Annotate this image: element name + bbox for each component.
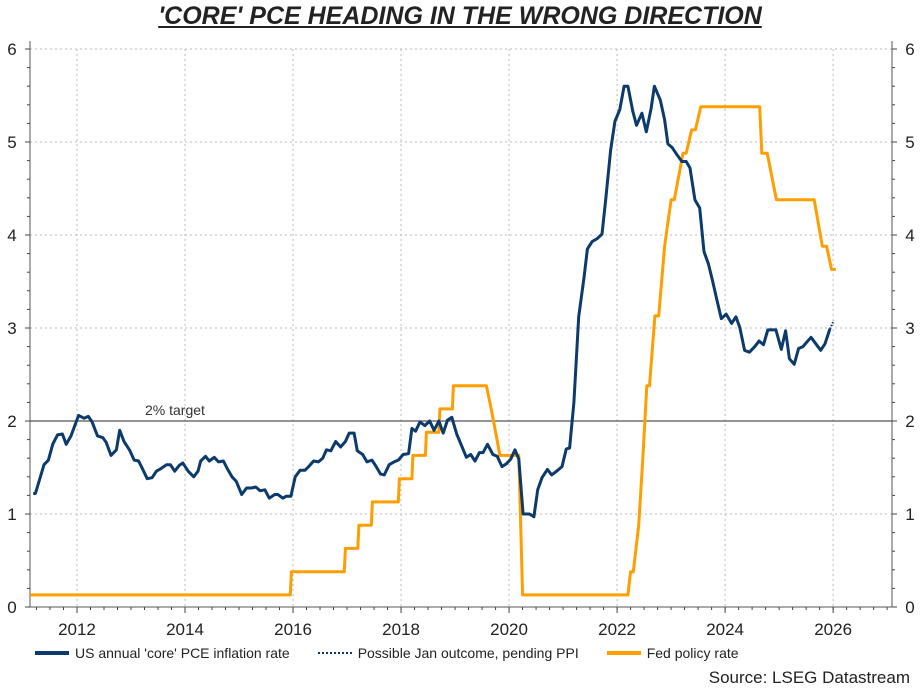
legend-swatch-jan-outcome — [317, 652, 352, 654]
y-tick-label-right: 5 — [905, 133, 914, 152]
series-line-fed-rate — [30, 105, 836, 597]
x-tick-label: 2022 — [598, 620, 636, 639]
x-tick-label: 2020 — [490, 620, 528, 639]
legend-label-jan-outcome: Possible Jan outcome, pending PPI — [357, 645, 579, 661]
y-tick-label-left: 4 — [7, 226, 16, 245]
y-tick-label-left: 0 — [7, 598, 16, 617]
legend-swatch-core-pce — [35, 651, 69, 655]
y-tick-label-right: 1 — [905, 505, 914, 524]
y-tick-label-left: 5 — [7, 133, 16, 152]
y-tick-label-left: 3 — [7, 319, 16, 338]
x-tick-label: 2016 — [274, 620, 312, 639]
x-tick-label: 2026 — [814, 620, 852, 639]
y-tick-label-right: 0 — [905, 598, 914, 617]
y-tick-label-right: 6 — [905, 40, 914, 59]
target-label: 2% target — [145, 402, 205, 418]
y-tick-label-left: 1 — [7, 505, 16, 524]
source-note: Source: LSEG Datastream — [708, 668, 910, 687]
x-tick-label: 2024 — [706, 620, 744, 639]
legend-swatch-fed-rate — [606, 651, 641, 655]
x-tick-label: 2018 — [382, 620, 420, 639]
y-tick-label-left: 6 — [7, 40, 16, 59]
y-tick-label-right: 2 — [905, 412, 914, 431]
legend-item-fed-rate: Fed policy rate — [606, 645, 739, 661]
y-tick-label-right: 4 — [905, 226, 914, 245]
legend-item-jan-outcome: Possible Jan outcome, pending PPI — [317, 645, 579, 661]
legend-item-core-pce: US annual 'core' PCE inflation rate — [35, 645, 290, 661]
legend-label-fed-rate: Fed policy rate — [646, 645, 739, 661]
legend-label-core-pce: US annual 'core' PCE inflation rate — [75, 645, 290, 661]
y-tick-label-right: 3 — [905, 319, 914, 338]
x-tick-label: 2014 — [166, 620, 204, 639]
series-line-core-pce — [33, 84, 832, 519]
chart-title: 'CORE' PCE HEADING IN THE WRONG DIRECTIO… — [158, 2, 762, 30]
y-tick-label-left: 2 — [7, 412, 16, 431]
legend: US annual 'core' PCE inflation rate Poss… — [35, 645, 767, 661]
x-tick-label: 2012 — [58, 620, 96, 639]
